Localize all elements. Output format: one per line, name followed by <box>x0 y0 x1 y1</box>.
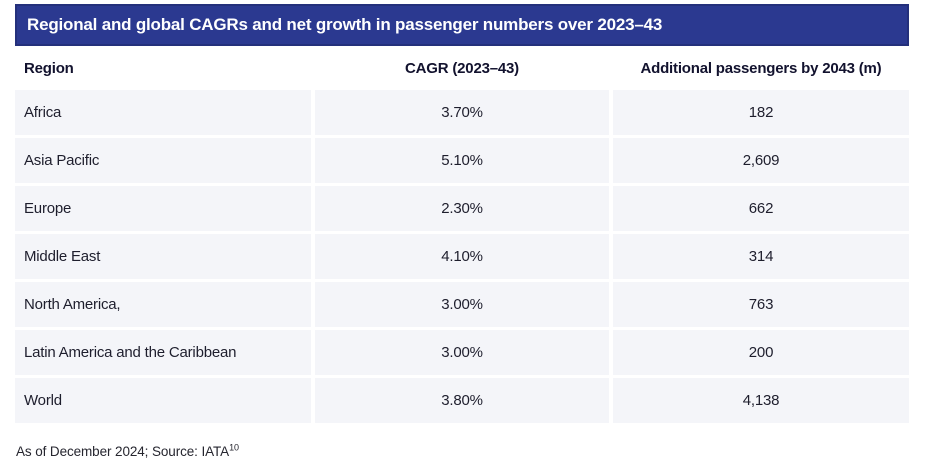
cell-additional-passengers: 182 <box>613 90 909 135</box>
cell-additional-passengers: 662 <box>613 186 909 231</box>
table-body: Africa 3.70% 182 Asia Pacific 5.10% 2,60… <box>15 90 909 423</box>
cell-region: Europe <box>15 186 311 231</box>
cell-region: Latin America and the Caribbean <box>15 330 311 375</box>
table-row: Europe 2.30% 662 <box>15 186 909 231</box>
cell-region: Africa <box>15 90 311 135</box>
cell-cagr: 3.80% <box>315 378 609 423</box>
column-header-region: Region <box>24 59 74 77</box>
cell-cagr: 2.30% <box>315 186 609 231</box>
cell-cagr: 3.00% <box>315 330 609 375</box>
cell-additional-passengers: 763 <box>613 282 909 327</box>
footnote-superscript: 10 <box>229 442 239 453</box>
table-row: Asia Pacific 5.10% 2,609 <box>15 138 909 183</box>
footnote-text: As of December 2024; Source: IATA <box>16 444 230 459</box>
cell-cagr: 3.00% <box>315 282 609 327</box>
table-title: Regional and global CAGRs and net growth… <box>27 15 663 34</box>
cell-additional-passengers: 314 <box>613 234 909 279</box>
table-row: World 3.80% 4,138 <box>15 378 909 423</box>
cell-region: Middle East <box>15 234 311 279</box>
table-row: North America, 3.00% 763 <box>15 282 909 327</box>
cagr-table-figure: Regional and global CAGRs and net growth… <box>15 4 909 459</box>
cell-additional-passengers: 200 <box>613 330 909 375</box>
table-row: Africa 3.70% 182 <box>15 90 909 135</box>
cell-region: World <box>15 378 311 423</box>
cell-region: Asia Pacific <box>15 138 311 183</box>
table-row: Latin America and the Caribbean 3.00% 20… <box>15 330 909 375</box>
cell-cagr: 3.70% <box>315 90 609 135</box>
cell-cagr: 4.10% <box>315 234 609 279</box>
cell-region: North America, <box>15 282 311 327</box>
cell-additional-passengers: 2,609 <box>613 138 909 183</box>
source-footnote: As of December 2024; Source: IATA10 <box>15 442 909 459</box>
column-header-additional-passengers: Additional passengers by 2043 (m) <box>640 59 882 77</box>
cell-additional-passengers: 4,138 <box>613 378 909 423</box>
table-row: Middle East 4.10% 314 <box>15 234 909 279</box>
column-header-cagr: CAGR (2023–43) <box>405 59 519 77</box>
table-title-bar: Regional and global CAGRs and net growth… <box>15 4 909 46</box>
cell-cagr: 5.10% <box>315 138 609 183</box>
table-header-row: Region CAGR (2023–43) Additional passeng… <box>15 46 909 90</box>
